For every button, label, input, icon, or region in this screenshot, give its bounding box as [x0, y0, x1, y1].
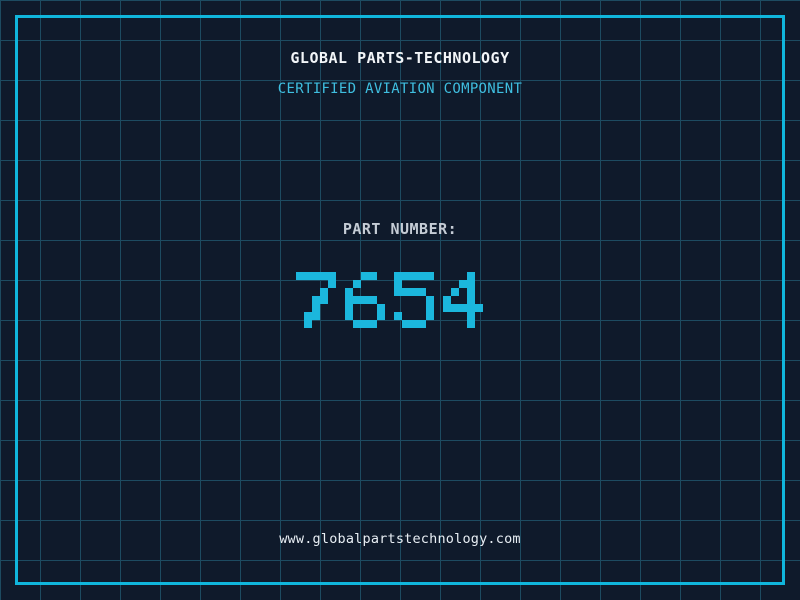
part-number-value	[296, 272, 483, 328]
part-number-digit	[443, 272, 483, 328]
part-number-label: PART NUMBER:	[342, 220, 458, 238]
part-number-digit	[394, 272, 434, 328]
website-url: www.globalpartstechnology.com	[279, 531, 521, 547]
company-title: GLOBAL PARTS-TECHNOLOGY	[290, 49, 510, 67]
certification-subtitle: CERTIFIED AVIATION COMPONENT	[277, 81, 523, 97]
part-number-digit	[296, 272, 336, 328]
part-number-digit	[345, 272, 385, 328]
